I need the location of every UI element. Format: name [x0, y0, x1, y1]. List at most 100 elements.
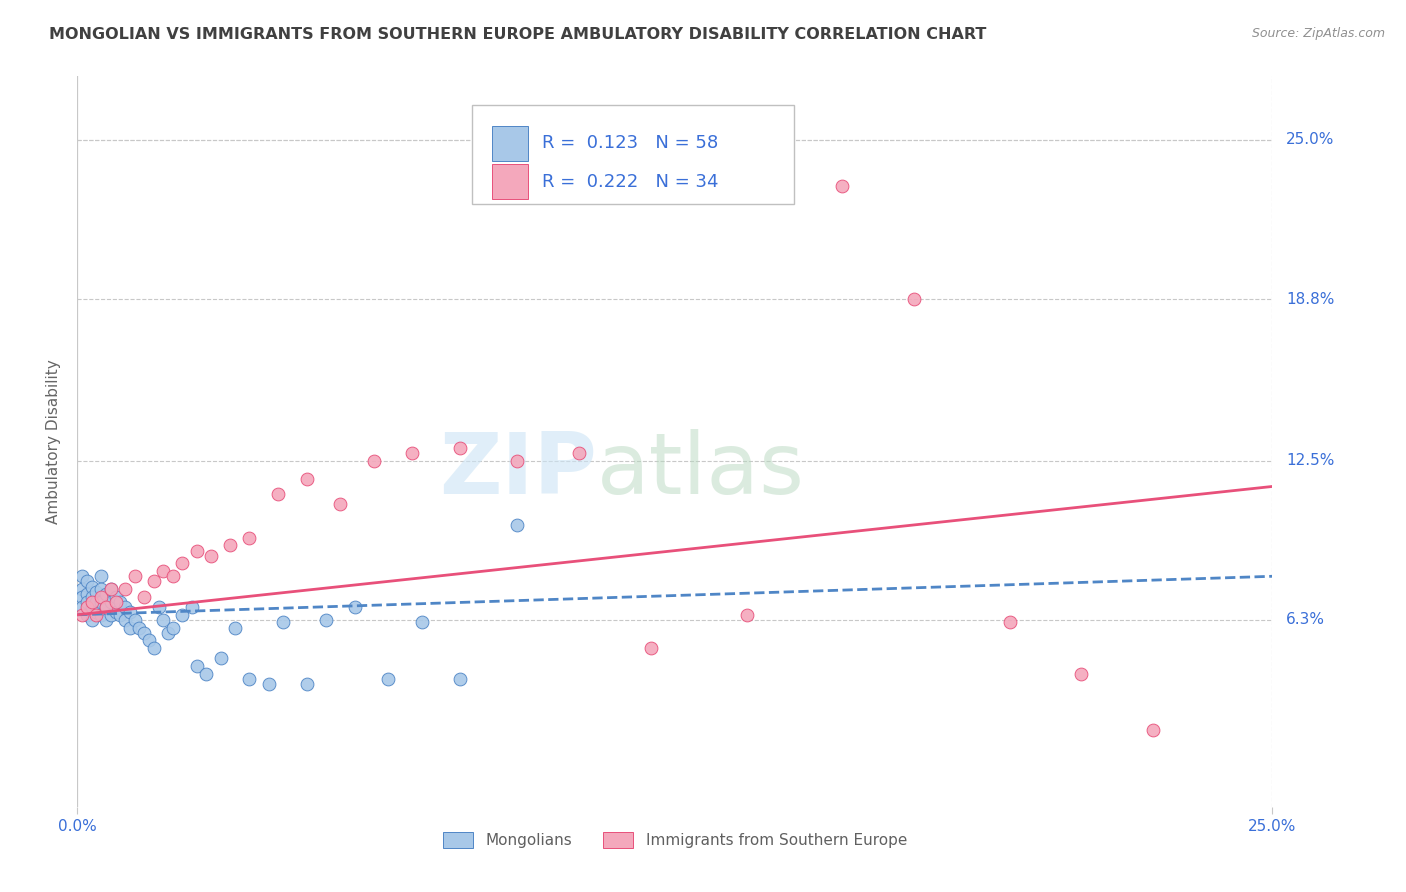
- Point: [90, 590, 112, 604]
- Point: [110, 607, 132, 622]
- Point: [315, 613, 337, 627]
- Point: [118, 621, 141, 635]
- Point: [506, 518, 529, 533]
- Point: [172, 607, 194, 622]
- Point: [80, 580, 103, 594]
- Point: [903, 292, 925, 306]
- Text: 12.5%: 12.5%: [1286, 453, 1334, 468]
- Point: [114, 613, 136, 627]
- Point: [219, 539, 242, 553]
- Point: [118, 605, 141, 619]
- Point: [295, 677, 318, 691]
- Point: [209, 651, 232, 665]
- Point: [506, 454, 529, 468]
- Point: [162, 569, 184, 583]
- Point: [343, 600, 366, 615]
- Point: [80, 590, 103, 604]
- Point: [186, 543, 208, 558]
- Point: [142, 641, 165, 656]
- Point: [831, 179, 853, 194]
- Point: [80, 600, 103, 615]
- Point: [70, 569, 93, 583]
- Point: [100, 607, 122, 622]
- Point: [134, 625, 156, 640]
- Point: [162, 621, 184, 635]
- Point: [735, 607, 758, 622]
- Point: [411, 615, 433, 630]
- Point: [90, 607, 112, 622]
- Point: [70, 600, 93, 615]
- Point: [114, 600, 136, 615]
- Point: [76, 587, 98, 601]
- Point: [76, 595, 98, 609]
- Point: [157, 625, 180, 640]
- Point: [181, 600, 204, 615]
- Text: Source: ZipAtlas.com: Source: ZipAtlas.com: [1251, 27, 1385, 40]
- Point: [401, 446, 423, 460]
- Text: 25.0%: 25.0%: [1286, 133, 1334, 147]
- Point: [94, 600, 117, 615]
- Point: [76, 600, 98, 615]
- Point: [90, 569, 112, 583]
- Point: [186, 659, 208, 673]
- Point: [100, 595, 122, 609]
- Point: [124, 613, 146, 627]
- Point: [138, 633, 160, 648]
- Point: [195, 666, 218, 681]
- Point: [110, 595, 132, 609]
- Point: [70, 590, 93, 604]
- Point: [449, 672, 471, 686]
- Y-axis label: Ambulatory Disability: Ambulatory Disability: [46, 359, 62, 524]
- Point: [70, 582, 93, 596]
- Point: [94, 600, 117, 615]
- Point: [114, 582, 136, 596]
- Point: [134, 590, 156, 604]
- Point: [86, 605, 108, 619]
- Bar: [492, 126, 527, 161]
- Point: [640, 641, 662, 656]
- Bar: [492, 164, 527, 200]
- Point: [152, 564, 174, 578]
- Point: [86, 584, 108, 599]
- Point: [998, 615, 1021, 630]
- Point: [329, 497, 352, 511]
- Text: 18.8%: 18.8%: [1286, 292, 1334, 307]
- Point: [295, 472, 318, 486]
- Point: [76, 607, 98, 622]
- Point: [94, 587, 117, 601]
- Text: ZIP: ZIP: [440, 429, 598, 512]
- Point: [271, 615, 294, 630]
- Point: [148, 600, 170, 615]
- Point: [568, 446, 591, 460]
- Point: [449, 441, 471, 455]
- Point: [124, 569, 146, 583]
- Point: [1070, 666, 1092, 681]
- Text: R =  0.123   N = 58: R = 0.123 N = 58: [543, 135, 718, 153]
- Point: [90, 582, 112, 596]
- Point: [224, 621, 246, 635]
- Point: [80, 613, 103, 627]
- Point: [1142, 723, 1164, 738]
- Point: [86, 595, 108, 609]
- Point: [70, 607, 93, 622]
- FancyBboxPatch shape: [472, 105, 794, 204]
- Point: [80, 595, 103, 609]
- Point: [200, 549, 222, 563]
- Point: [172, 557, 194, 571]
- Text: MONGOLIAN VS IMMIGRANTS FROM SOUTHERN EUROPE AMBULATORY DISABILITY CORRELATION C: MONGOLIAN VS IMMIGRANTS FROM SOUTHERN EU…: [49, 27, 987, 42]
- Point: [267, 487, 290, 501]
- Point: [238, 531, 260, 545]
- Text: R =  0.222   N = 34: R = 0.222 N = 34: [543, 173, 718, 191]
- Point: [100, 582, 122, 596]
- Point: [104, 590, 127, 604]
- Text: 6.3%: 6.3%: [1286, 613, 1326, 627]
- Text: atlas: atlas: [598, 429, 806, 512]
- Point: [238, 672, 260, 686]
- Legend: Mongolians, Immigrants from Southern Europe: Mongolians, Immigrants from Southern Eur…: [437, 826, 912, 855]
- Point: [142, 574, 165, 589]
- Point: [363, 454, 385, 468]
- Point: [128, 621, 150, 635]
- Point: [94, 613, 117, 627]
- Point: [257, 677, 280, 691]
- Point: [76, 574, 98, 589]
